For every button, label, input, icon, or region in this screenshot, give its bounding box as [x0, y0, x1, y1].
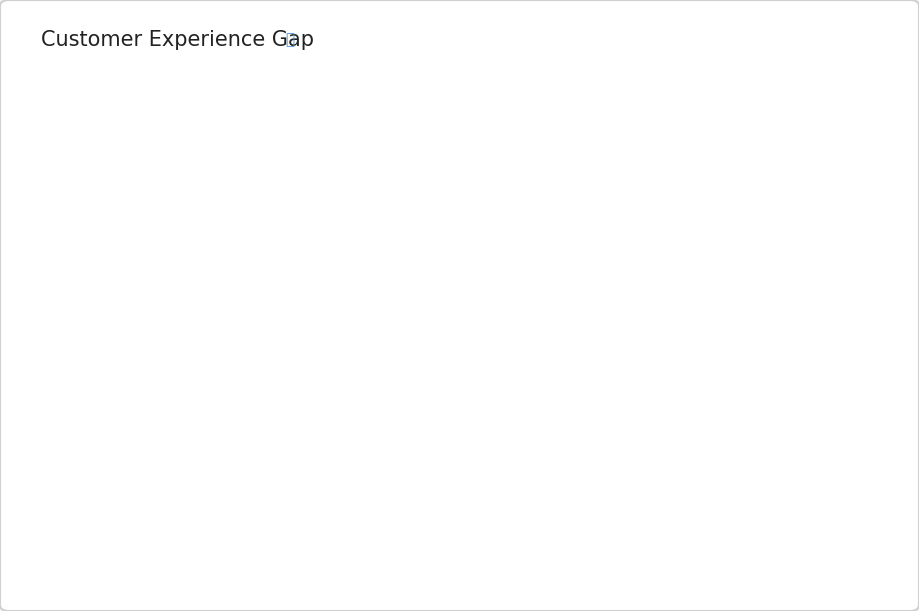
Legend: Top Organizations, Middle Organizations, Bottom Organizations: Top Organizations, Middle Organizations,… — [244, 573, 739, 596]
Text: ⓘ: ⓘ — [285, 32, 294, 47]
Text: Customer Experience Gap: Customer Experience Gap — [41, 30, 314, 49]
Y-axis label: First Time Fix Rate: First Time Fix Rate — [20, 236, 33, 351]
